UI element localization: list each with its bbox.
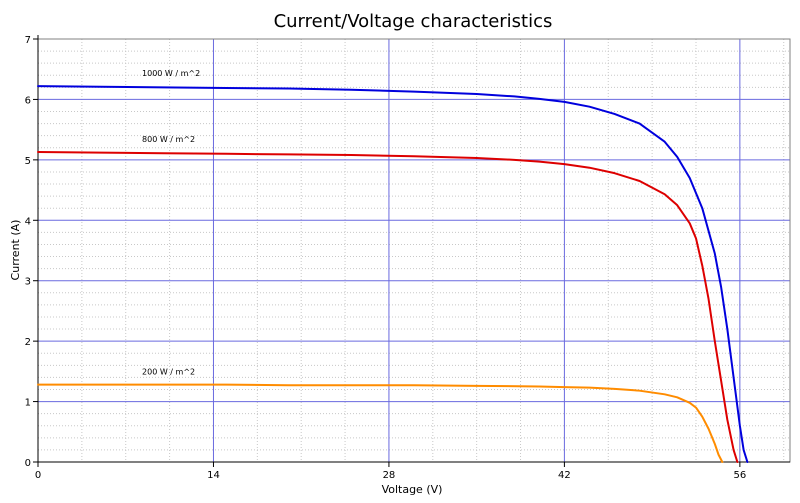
series-line-800-w-m-2 — [37, 151, 739, 463]
series-line-200-w-m-2 — [37, 383, 724, 463]
x-tick-label: 56 — [733, 470, 746, 481]
y-tick-label: 2 — [25, 337, 31, 348]
series-lines — [37, 85, 749, 463]
axes — [33, 35, 790, 467]
series-labels: 1000 W / m^2 800 W / m^2 200 W / m^2 — [142, 69, 200, 377]
y-tick-label: 6 — [25, 95, 31, 106]
y-tick-label: 7 — [25, 35, 31, 46]
x-tick-label: 28 — [383, 470, 396, 481]
series-label-800-w-m-2: 800 W / m^2 — [142, 135, 195, 144]
y-axis-label: Current (A) — [9, 220, 22, 281]
y-tick-label: 3 — [25, 277, 31, 288]
y-tick-label: 1 — [25, 398, 31, 409]
x-axis-label: Voltage (V) — [382, 483, 443, 496]
series-line-1000-w-m-2 — [37, 85, 749, 463]
series-label-200-w-m-2: 200 W / m^2 — [142, 368, 195, 377]
series-label-1000-w-m-2: 1000 W / m^2 — [142, 69, 200, 78]
major-gridlines — [38, 39, 790, 462]
x-tick-label: 0 — [35, 470, 41, 481]
y-tick-label: 0 — [25, 458, 31, 469]
y-tick-label: 5 — [25, 156, 31, 167]
y-tick-label: 4 — [25, 216, 31, 227]
chart-title: Current/Voltage characteristics — [274, 11, 553, 32]
x-tick-label: 42 — [558, 470, 571, 481]
x-tick-label: 14 — [207, 470, 220, 481]
